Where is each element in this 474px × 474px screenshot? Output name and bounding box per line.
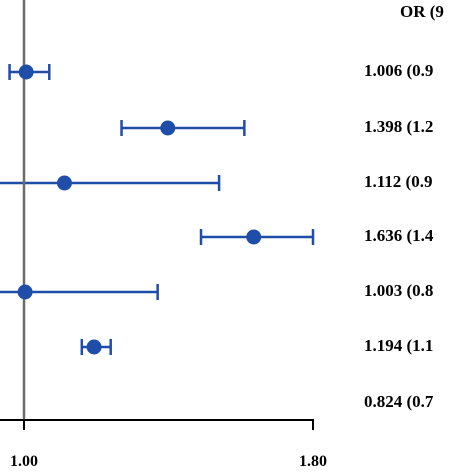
or-point	[17, 284, 33, 300]
or-point	[246, 229, 262, 245]
ci-bar	[0, 284, 159, 300]
or-column-header: OR (9	[400, 2, 444, 21]
or-point	[86, 339, 102, 355]
ci-bar	[120, 120, 246, 136]
ci-bar	[0, 175, 221, 191]
or-value-label: 1.636 (1.4	[364, 226, 434, 245]
or-value-label: 1.398 (1.2	[364, 117, 434, 136]
or-value-label: 0.824 (0.7	[364, 392, 434, 411]
or-point	[56, 175, 72, 191]
or-value-label: 1.112 (0.9	[364, 172, 433, 191]
x-tick-label: 1.00	[10, 453, 38, 470]
or-value-label: 1.006 (0.9	[364, 61, 434, 80]
or-point	[18, 64, 34, 80]
or-point	[160, 120, 176, 136]
x-tick-label: 1.80	[299, 453, 327, 470]
or-value-label: 1.194 (1.1	[364, 336, 434, 355]
or-value-label: 1.003 (0.8	[364, 281, 434, 300]
